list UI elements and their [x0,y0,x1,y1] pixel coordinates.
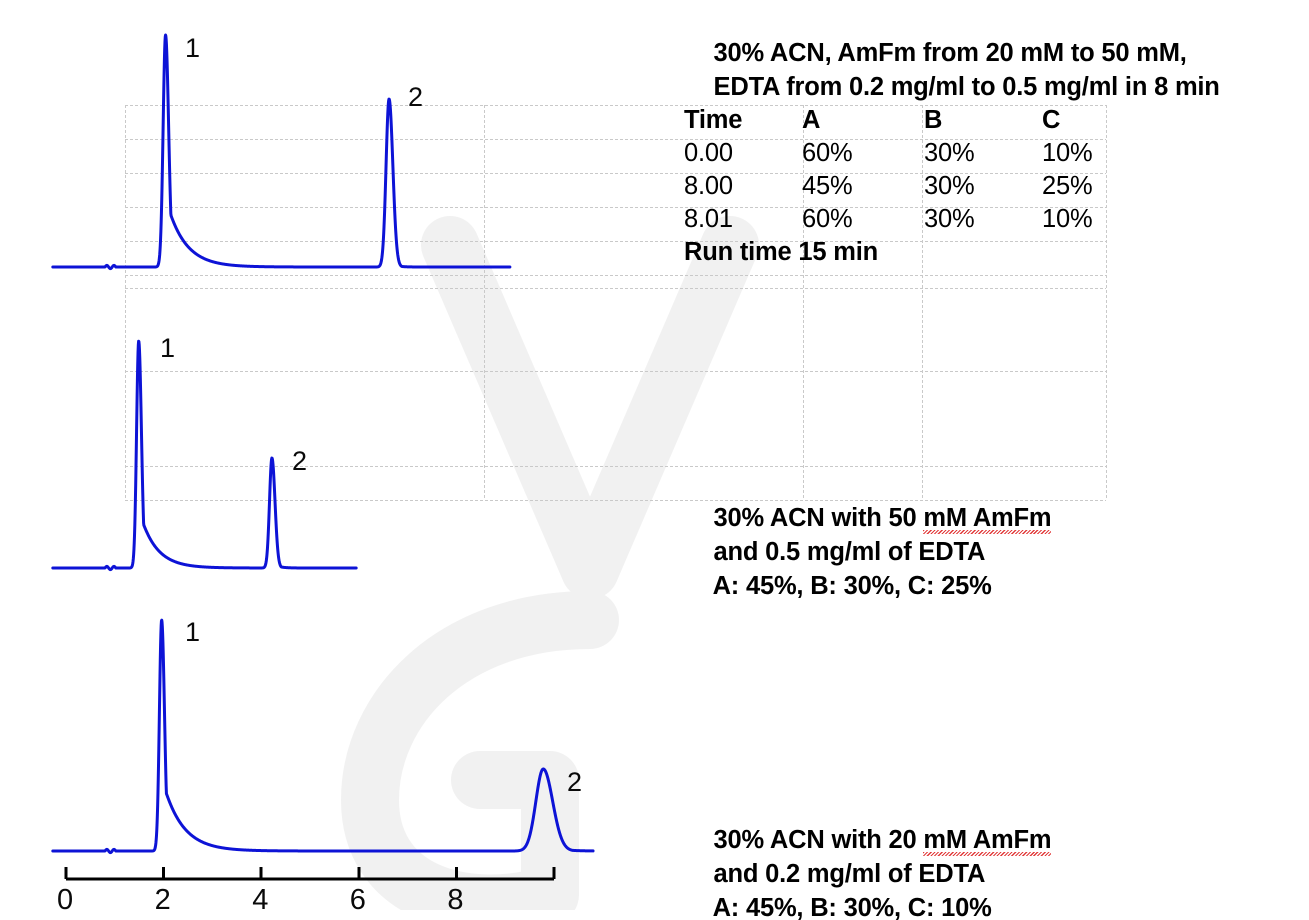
cell-b: 30% [924,139,975,167]
axis-unit-label: min [563,889,637,920]
annotation-bottom-line-2: and 0.2 mg/ml of EDTA [686,825,986,920]
chromatogram-trace-1 [51,33,512,271]
peak-label-trace2-peak2: 2 [262,415,307,477]
trace-group [51,33,595,855]
peak-label-text: 2 [567,767,583,797]
header-line-2: EDTA from 0.2 mg/ml to 0.5 mg/ml in 8 mi… [686,38,1220,137]
x-axis [64,867,556,881]
cell-c: 10% [1042,205,1093,233]
table-row: 8.00 45% 30% 25% [684,170,1152,203]
axis-tick-label: 2 [154,884,171,916]
table-header-row: Time A B C [684,104,1152,137]
cell-b: 30% [924,205,975,233]
chromatogram-trace-3 [51,618,595,855]
cell-time: 0.00 [684,139,733,167]
annotation-bottom-text-1b: mM AmFm [923,826,1052,854]
peak-label-trace1-peak1: 1 [155,2,200,64]
annotation-middle-line-3: A: 45%, B: 30%, C: 25% [686,537,992,636]
table-row: 8.01 60% 30% 10% [684,203,1152,236]
col-header-a: A [802,106,821,134]
peak-label-text: 1 [185,33,201,63]
cell-time: 8.01 [684,205,733,233]
peak-label-trace2-peak1: 1 [130,302,175,364]
cell-b: 30% [924,172,975,200]
annotation-bottom-text-1a: 30% ACN with 20 [713,826,924,854]
header-line-1: 30% ACN, AmFm from 20 mM to 50 mM, [686,4,1187,103]
peak-label-text: 1 [160,333,176,363]
peak-label-trace1-peak2: 2 [378,51,423,113]
gradient-table: Time A B C 0.00 60% 30% 10% 8.00 45% 30%… [684,104,1152,269]
run-time-row: Run time 15 min [684,236,1152,269]
peak-label-text: 1 [185,617,201,647]
col-header-b: B [924,106,943,134]
axis-tick-label: 4 [252,884,269,916]
header-text-2: EDTA from 0.2 mg/ml to 0.5 mg/ml in 8 mi… [713,73,1220,101]
annotation-bottom-text-2: and 0.2 mg/ml of EDTA [713,860,986,888]
chromatogram-trace-2 [51,339,358,572]
annotation-bottom-line-1: 30% ACN with 20 mM AmFm [686,791,1052,890]
peak-label-trace3-peak1: 1 [155,586,200,648]
cell-a: 60% [802,205,853,233]
annotation-bottom-line-3: A: 45%, B: 30%, C: 10% [686,859,992,920]
annotation-middle-text-1b: mM AmFm [923,504,1052,532]
cell-a: 60% [802,139,853,167]
axis-tick-label: 6 [349,884,366,916]
cell-a: 45% [802,172,853,200]
header-text-1: 30% ACN, AmFm from 20 mM to 50 mM, [713,39,1187,67]
peak-label-trace3-peak2: 2 [537,736,582,798]
cell-c: 25% [1042,172,1093,200]
run-time-value: Run time 15 min [684,238,878,266]
axis-tick-label: 8 [447,884,464,916]
table-row: 0.00 60% 30% 10% [684,137,1152,170]
col-header-time: Time [684,106,743,134]
annotation-middle-text-3: A: 45%, B: 30%, C: 25% [712,572,992,600]
annotation-bottom-text-3: A: 45%, B: 30%, C: 10% [712,894,992,920]
cell-c: 10% [1042,139,1093,167]
peak-label-text: 2 [408,82,424,112]
col-header-c: C [1042,106,1061,134]
cell-time: 8.00 [684,172,733,200]
peak-label-text: 2 [292,446,308,476]
axis-tick-label: 0 [57,884,74,916]
